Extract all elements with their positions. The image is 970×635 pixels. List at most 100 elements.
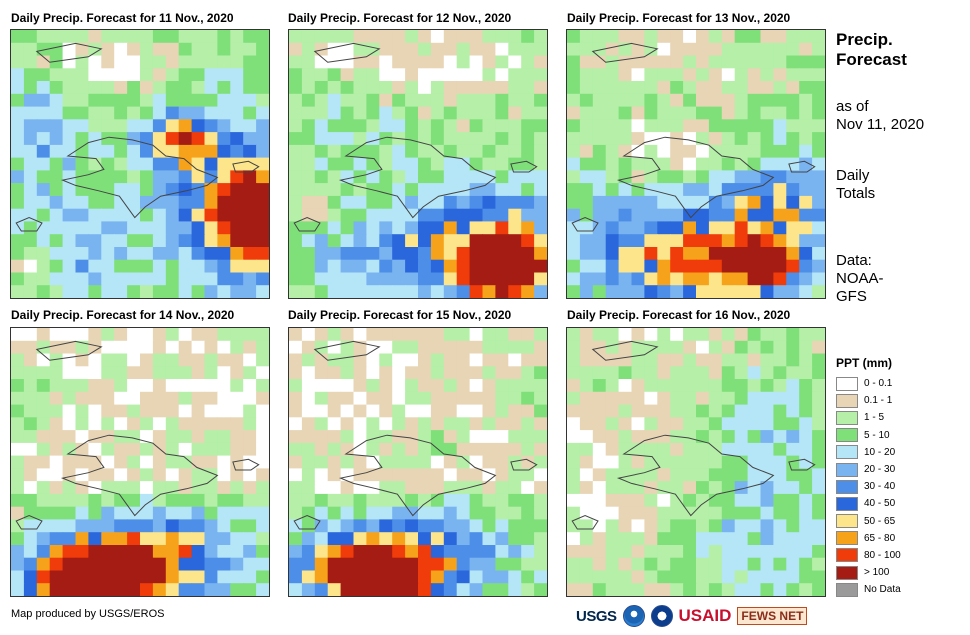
precip-cell [657,545,671,559]
precip-cell [631,328,645,342]
precip-cell [49,506,64,521]
precip-cell [353,545,367,559]
precip-cell [430,557,445,572]
precip-cell [683,532,697,546]
precip-cell [482,93,496,108]
precip-cell [366,570,380,584]
precip-cell [165,468,180,482]
precip-cell [256,208,269,223]
precip-cell [592,366,607,380]
precip-cell [140,493,154,508]
precip-cell [631,157,645,171]
precip-cell [314,247,329,261]
precip-cell [405,221,419,235]
precip-cell [88,417,102,431]
precip-cell [327,55,342,69]
precip-cell [592,208,607,223]
precip-cell [11,455,25,469]
precip-cell [508,417,522,431]
precip-cell [392,195,406,210]
precip-cell [521,208,535,223]
precip-cell [567,468,581,482]
precip-cell [392,468,406,482]
precip-cell [178,144,193,159]
precip-cell [812,259,825,274]
precip-cell [366,144,380,159]
precip-cell [644,208,658,223]
precip-cell [127,532,141,546]
precip-cell [721,42,736,57]
precip-cell [327,157,342,171]
precip-cell [379,247,393,261]
precip-cell [49,570,64,584]
precip-cell [23,247,38,261]
precip-cell [456,272,471,286]
precip-cell [314,272,329,286]
precip-cell [567,557,581,572]
precip-cell [812,93,825,108]
precip-cell [101,221,115,235]
precip-cell [657,272,671,286]
precip-cell [392,285,406,298]
precip-cell [456,81,471,95]
precip-cell [696,404,710,418]
precip-cell [456,144,471,159]
precip-cell [696,545,710,559]
precip-cell [508,545,522,559]
precip-cell [88,557,102,572]
precip-cell [243,481,257,495]
precip-cell [696,195,710,210]
precip-cell [327,366,342,380]
precip-cell [301,532,316,546]
precip-cell [644,417,658,431]
precip-cell [747,391,762,406]
precip-cell [534,119,547,133]
precip-cell [644,106,658,120]
precip-cell [289,272,303,286]
precip-cell [430,119,445,133]
precip-cell [114,417,128,431]
legend-swatch [836,410,858,425]
precip-cell [314,144,329,159]
precip-cell [618,42,633,57]
precip-cell [405,208,419,223]
precip-cell [605,583,620,596]
precip-cell [456,132,471,146]
precip-cell [36,557,51,572]
precip-cell [152,340,167,355]
precip-cell [140,30,154,44]
precip-cell [289,328,303,342]
precip-cell [191,519,206,533]
precip-cell [760,144,774,159]
precip-cell [430,353,445,367]
precip-cell [521,234,535,248]
precip-cell [36,583,51,596]
precip-cell [799,234,813,248]
precip-cell [114,366,128,380]
precip-cell [579,285,594,298]
precip-cell [605,481,620,495]
precip-cell [75,30,89,44]
precip-cell [36,81,51,95]
precip-cell [178,247,193,261]
precip-cell [683,583,697,596]
precip-cell [592,442,607,457]
precip-cell [708,570,723,584]
precip-cell [579,430,594,444]
precip-cell [670,583,684,596]
precip-cell [618,545,633,559]
precip-cell [469,468,484,482]
precip-cell [204,442,218,457]
precip-cell [114,532,128,546]
precip-cell [508,272,522,286]
precip-cell [670,183,684,197]
precip-cell [708,195,723,210]
precip-cell [418,430,432,444]
precip-cell [521,506,535,521]
precip-cell [618,106,633,120]
precip-cell [301,379,316,393]
precip-cell [605,404,620,418]
precip-cell [644,455,658,469]
precip-cell [140,455,154,469]
